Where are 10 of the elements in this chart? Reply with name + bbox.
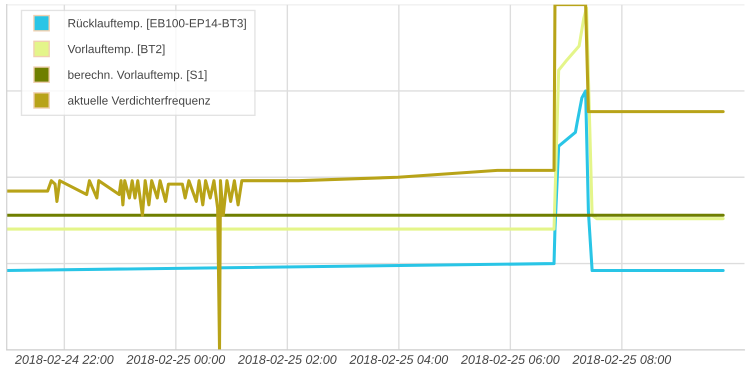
legend-label: Vorlauftemp. [BT2] bbox=[68, 44, 164, 56]
x-tick-label: 2018-02-25 02:00 bbox=[238, 355, 337, 364]
x-tick-label: 2018-02-25 06:00 bbox=[460, 355, 560, 364]
legend-label: berechn. Vorlauftemp. [S1] bbox=[68, 70, 206, 82]
x-tick-label: 2018-02-24 22:00 bbox=[14, 355, 114, 364]
x-tick-label: 2018-02-25 00:00 bbox=[126, 355, 226, 364]
legend-label: Rücklauftemp. [EB100-EP14-BT3] bbox=[68, 18, 246, 30]
x-tick-label: 2018-02-25 04:00 bbox=[349, 355, 448, 364]
legend-label: aktuelle Verdichterfrequenz bbox=[68, 96, 210, 108]
x-tick-label: 2018-02-25 08:00 bbox=[572, 355, 672, 364]
